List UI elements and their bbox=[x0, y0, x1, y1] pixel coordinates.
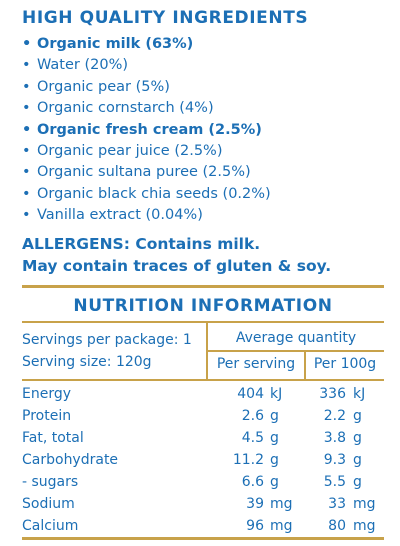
ingredient-item: • Organic black chia seeds (0.2%) bbox=[22, 184, 392, 205]
per-serving-value: 4.5 bbox=[241, 430, 264, 446]
ingredient-text: Organic milk (63%) bbox=[37, 36, 194, 52]
ingredient-item: • Water (20%) bbox=[22, 55, 392, 76]
per-100g-unit: mg bbox=[353, 518, 376, 534]
per-100g-value: 9.3 bbox=[323, 452, 346, 468]
per-100g-value: 80 bbox=[328, 518, 346, 534]
nutrient-name: Protein bbox=[22, 408, 72, 424]
per-serving-unit: g bbox=[270, 474, 279, 490]
divider bbox=[22, 321, 384, 323]
divider bbox=[22, 379, 384, 381]
bullet-icon: • bbox=[22, 100, 31, 117]
nutrient-name: Fat, total bbox=[22, 430, 84, 446]
per-100g-value: 5.5 bbox=[323, 474, 346, 490]
ingredient-item: • Organic sultana puree (2.5%) bbox=[22, 162, 392, 183]
per-100g-header: Per 100g bbox=[313, 356, 377, 372]
bullet-icon: • bbox=[22, 78, 31, 95]
per-100g-value: 33 bbox=[328, 496, 346, 512]
nutrient-name: Sodium bbox=[22, 496, 75, 512]
per-100g-unit: g bbox=[353, 430, 362, 446]
ingredient-text: Organic black chia seeds (0.2%) bbox=[37, 185, 271, 202]
per-serving-unit: mg bbox=[270, 496, 293, 512]
per-100g-value: 2.2 bbox=[323, 408, 346, 424]
divider bbox=[208, 350, 384, 352]
per-100g-value: 3.8 bbox=[323, 430, 346, 446]
ingredients-list: • Organic milk (63%) • Water (20%) • Organi… bbox=[22, 34, 392, 227]
per-serving-unit: kJ bbox=[270, 386, 283, 402]
per-serving-value: 2.6 bbox=[241, 408, 264, 424]
per-serving-value: 39 bbox=[246, 496, 264, 512]
ingredient-text: Organic cornstarch (4%) bbox=[37, 100, 214, 117]
bullet-icon: • bbox=[22, 207, 31, 224]
allergens-may-contain: May contain traces of gluten & soy. bbox=[22, 257, 332, 275]
ingredient-text: Vanilla extract (0.04%) bbox=[37, 207, 203, 224]
nutrient-name: Carbohydrate bbox=[22, 452, 119, 468]
ingredient-item: • Organic pear (5%) bbox=[22, 77, 392, 98]
per-100g-unit: g bbox=[353, 408, 362, 424]
ingredient-item: • Organic pear juice (2.5%) bbox=[22, 141, 392, 162]
ingredient-item: • Organic milk (63%) bbox=[22, 34, 392, 55]
servings-per-package: Servings per package: 1 bbox=[22, 332, 192, 348]
per-serving-value: 404 bbox=[237, 386, 264, 402]
ingredient-text: Organic fresh cream (2.5%) bbox=[37, 121, 262, 138]
ingredient-text: Organic pear (5%) bbox=[37, 78, 170, 95]
bullet-icon: • bbox=[22, 121, 32, 138]
bullet-icon: • bbox=[22, 36, 32, 52]
per-100g-unit: kJ bbox=[353, 386, 366, 402]
per-100g-unit: g bbox=[353, 452, 362, 468]
per-100g-unit: g bbox=[353, 474, 362, 490]
per-serving-unit: g bbox=[270, 452, 279, 468]
allergens-statement: ALLERGENS: Contains milk. May contain tr… bbox=[22, 233, 331, 277]
nutrient-name: Energy bbox=[22, 386, 72, 402]
per-serving-unit: mg bbox=[270, 518, 293, 534]
ingredient-item: • Vanilla extract (0.04%) bbox=[22, 205, 392, 226]
per-serving-unit: g bbox=[270, 408, 279, 424]
divider bbox=[304, 350, 306, 379]
bullet-icon: • bbox=[22, 57, 31, 74]
ingredient-text: Organic pear juice (2.5%) bbox=[37, 142, 223, 159]
per-serving-value: 96 bbox=[246, 518, 264, 534]
per-serving-header: Per serving bbox=[216, 356, 296, 372]
ingredients-heading: HIGH QUALITY INGREDIENTS bbox=[22, 8, 309, 28]
divider bbox=[206, 322, 208, 379]
ingredient-item: • Organic cornstarch (4%) bbox=[22, 98, 392, 119]
per-serving-value: 6.6 bbox=[241, 474, 264, 490]
nutrient-name: Calcium bbox=[22, 518, 79, 534]
average-quantity-header: Average quantity bbox=[235, 330, 357, 346]
per-100g-value: 336 bbox=[319, 386, 346, 402]
nutrition-title: NUTRITION INFORMATION bbox=[73, 296, 333, 316]
per-serving-unit: g bbox=[270, 430, 279, 446]
bullet-icon: • bbox=[22, 185, 31, 202]
nutrient-name: - sugars bbox=[22, 474, 79, 490]
bullet-icon: • bbox=[22, 142, 31, 159]
nutrition-panel: NUTRITION INFORMATION Servings per packa… bbox=[22, 285, 384, 540]
serving-size: Serving size: 120g bbox=[22, 354, 152, 370]
ingredient-text: Water (20%) bbox=[37, 57, 129, 74]
bullet-icon: • bbox=[22, 164, 31, 181]
per-serving-value: 11.2 bbox=[232, 452, 264, 468]
ingredient-item: • Organic fresh cream (2.5%) bbox=[22, 120, 392, 141]
ingredient-text: Organic sultana puree (2.5%) bbox=[37, 164, 251, 181]
allergens-contains: ALLERGENS: Contains milk. bbox=[22, 235, 261, 253]
per-100g-unit: mg bbox=[353, 496, 376, 512]
